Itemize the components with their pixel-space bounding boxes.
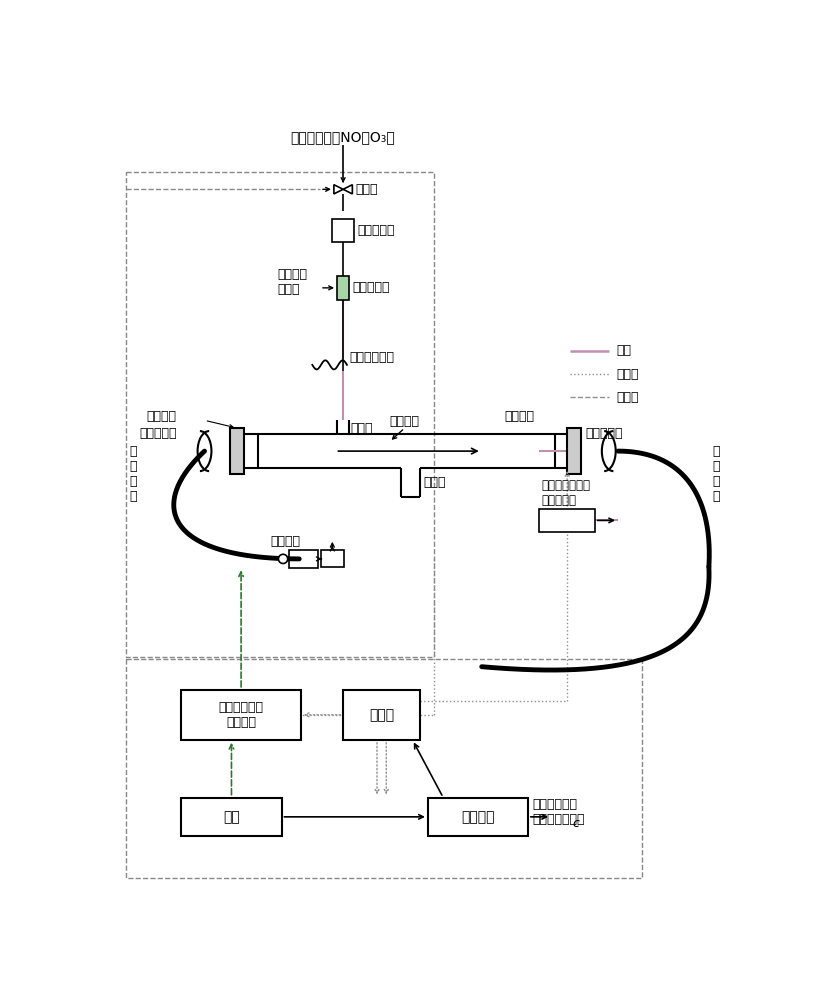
Text: 电源: 电源	[223, 810, 240, 824]
Bar	[126, 172, 434, 657]
Text: 第一凸透镜: 第一凸透镜	[139, 427, 177, 440]
Text: 气流: 气流	[617, 344, 631, 358]
Text: 控制电脑: 控制电脑	[461, 810, 495, 824]
Bar	[182, 690, 301, 740]
Text: 光谱仪: 光谱仪	[369, 708, 394, 722]
Text: 高反射镜: 高反射镜	[505, 410, 535, 423]
Text: 外界待分
析大气: 外界待分 析大气	[278, 268, 308, 296]
Polygon shape	[334, 185, 343, 194]
Text: 气体三通管: 气体三通管	[352, 281, 390, 294]
Bar	[540, 509, 595, 532]
Text: 光腔结构: 光腔结构	[389, 415, 419, 428]
Bar	[126, 659, 642, 878]
Bar	[321, 550, 344, 567]
Bar	[230, 428, 244, 474]
Text: 电磁阀: 电磁阀	[355, 183, 378, 196]
Text: 数据线: 数据线	[617, 368, 639, 381]
Text: 第
一
光
纤: 第 一 光 纤	[129, 445, 137, 503]
Bar	[289, 550, 319, 568]
Text: 流量控制器: 流量控制器	[357, 224, 395, 237]
Polygon shape	[343, 185, 352, 194]
Text: c: c	[572, 817, 580, 830]
Text: 供电线: 供电线	[617, 391, 639, 404]
Text: 第
二
光
纤: 第 二 光 纤	[713, 445, 720, 503]
Bar	[333, 219, 354, 242]
Bar	[568, 428, 581, 474]
Text: 高反射镜: 高反射镜	[147, 410, 177, 423]
Text: 外加气体（如NO、O₃）: 外加气体（如NO、O₃）	[291, 130, 396, 144]
Text: 颢粒物过滤器: 颢粒物过滤器	[349, 351, 394, 364]
Text: 抽气设备（如计
量抽气泵）: 抽气设备（如计 量抽气泵）	[541, 479, 590, 507]
Bar	[428, 798, 528, 836]
Text: 进气口: 进气口	[351, 422, 373, 434]
Bar	[337, 276, 349, 300]
Bar	[182, 798, 282, 836]
Text: 出气口: 出气口	[423, 476, 446, 489]
Circle shape	[278, 554, 287, 564]
Text: 第二凸透镜: 第二凸透镜	[586, 427, 623, 440]
Text: 恒温光源: 恒温光源	[270, 535, 300, 548]
Text: 光源及恒温器
驱动模块: 光源及恒温器 驱动模块	[219, 701, 264, 729]
Bar	[343, 690, 420, 740]
Text: 光强度图以及
大气分子的浓度: 光强度图以及 大气分子的浓度	[532, 798, 585, 826]
